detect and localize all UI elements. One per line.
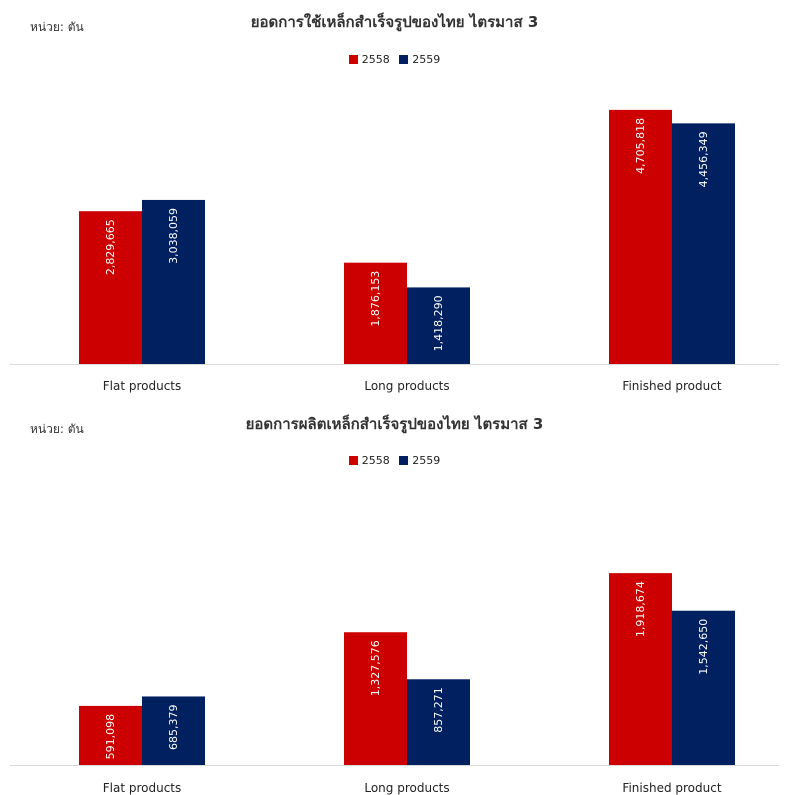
legend: 2558 2559	[0, 53, 789, 67]
data-label: 1,918,674	[634, 581, 647, 637]
legend-swatch	[348, 55, 358, 64]
data-label: 3,038,059	[167, 208, 180, 264]
data-label: 2,829,665	[104, 219, 117, 275]
bar-2559-2	[407, 679, 470, 765]
bar-2558-2	[344, 262, 407, 364]
legend-item-2559: 2559	[399, 454, 440, 467]
legend-item-2558: 2558	[348, 53, 390, 66]
data-label: 857,271	[432, 687, 445, 733]
category-label: Long products	[364, 781, 449, 795]
category-label: Finished product	[622, 781, 721, 795]
legend-swatch	[348, 456, 358, 465]
data-label: 685,379	[167, 704, 180, 750]
legend: 2558 2559	[0, 454, 789, 468]
bar-2558-1	[79, 705, 142, 765]
bar-2558-2	[344, 632, 407, 765]
legend-label: 2558	[361, 454, 390, 467]
bar-2558-3	[609, 573, 672, 765]
category-label: Flat products	[103, 379, 182, 393]
unit-label: หน่วย: ตัน	[30, 422, 84, 436]
legend-item-2559: 2559	[399, 53, 440, 66]
data-label: 4,456,349	[697, 131, 710, 187]
chart-panel-production: หน่วย: ตัน ยอดการผลิตเหล็กสำเร็จรูปของไท…	[0, 400, 789, 795]
chart-title: ยอดการใช้เหล็กสำเร็จรูปของไทย ไตรมาส 3	[250, 13, 539, 31]
data-label: 591,098	[104, 714, 117, 760]
legend-label: 2558	[361, 53, 390, 66]
data-label: 4,705,818	[634, 118, 647, 174]
category-label: Finished product	[622, 379, 721, 393]
data-label: 1,876,153	[369, 271, 382, 327]
bar-2559-3	[672, 610, 735, 765]
data-label: 1,542,650	[697, 619, 710, 675]
data-label: 1,418,290	[432, 295, 445, 351]
bar-2559-1	[142, 199, 205, 364]
legend-swatch	[399, 55, 409, 64]
bar-2558-3	[609, 109, 672, 364]
bar-chart-consumption: 2,829,665 3,038,059 Flat products 1,876,153…	[10, 109, 779, 393]
unit-label: หน่วย: ตัน	[30, 20, 84, 34]
bar-2558-1	[79, 211, 142, 364]
legend-label: 2559	[412, 53, 441, 66]
category-label: Flat products	[103, 781, 182, 795]
data-label: 1,327,576	[369, 640, 382, 696]
category-label: Long products	[364, 379, 449, 393]
chart-title: ยอดการผลิตเหล็กสำเร็จรูปของไทย ไตรมาส 3	[245, 415, 544, 433]
bar-chart-production: 591,098 685,379 Flat products 1,327,576 857,…	[10, 573, 779, 795]
bar-2559-2	[407, 287, 470, 364]
chart-panel-consumption: หน่วย: ตัน ยอดการใช้เหล็กสำเร็จรูปของไทย…	[0, 13, 789, 393]
bar-2559-1	[142, 696, 205, 765]
legend-item-2558: 2558	[348, 454, 390, 467]
legend-label: 2559	[412, 454, 441, 467]
legend-swatch	[399, 456, 409, 465]
bar-2559-3	[672, 123, 735, 365]
